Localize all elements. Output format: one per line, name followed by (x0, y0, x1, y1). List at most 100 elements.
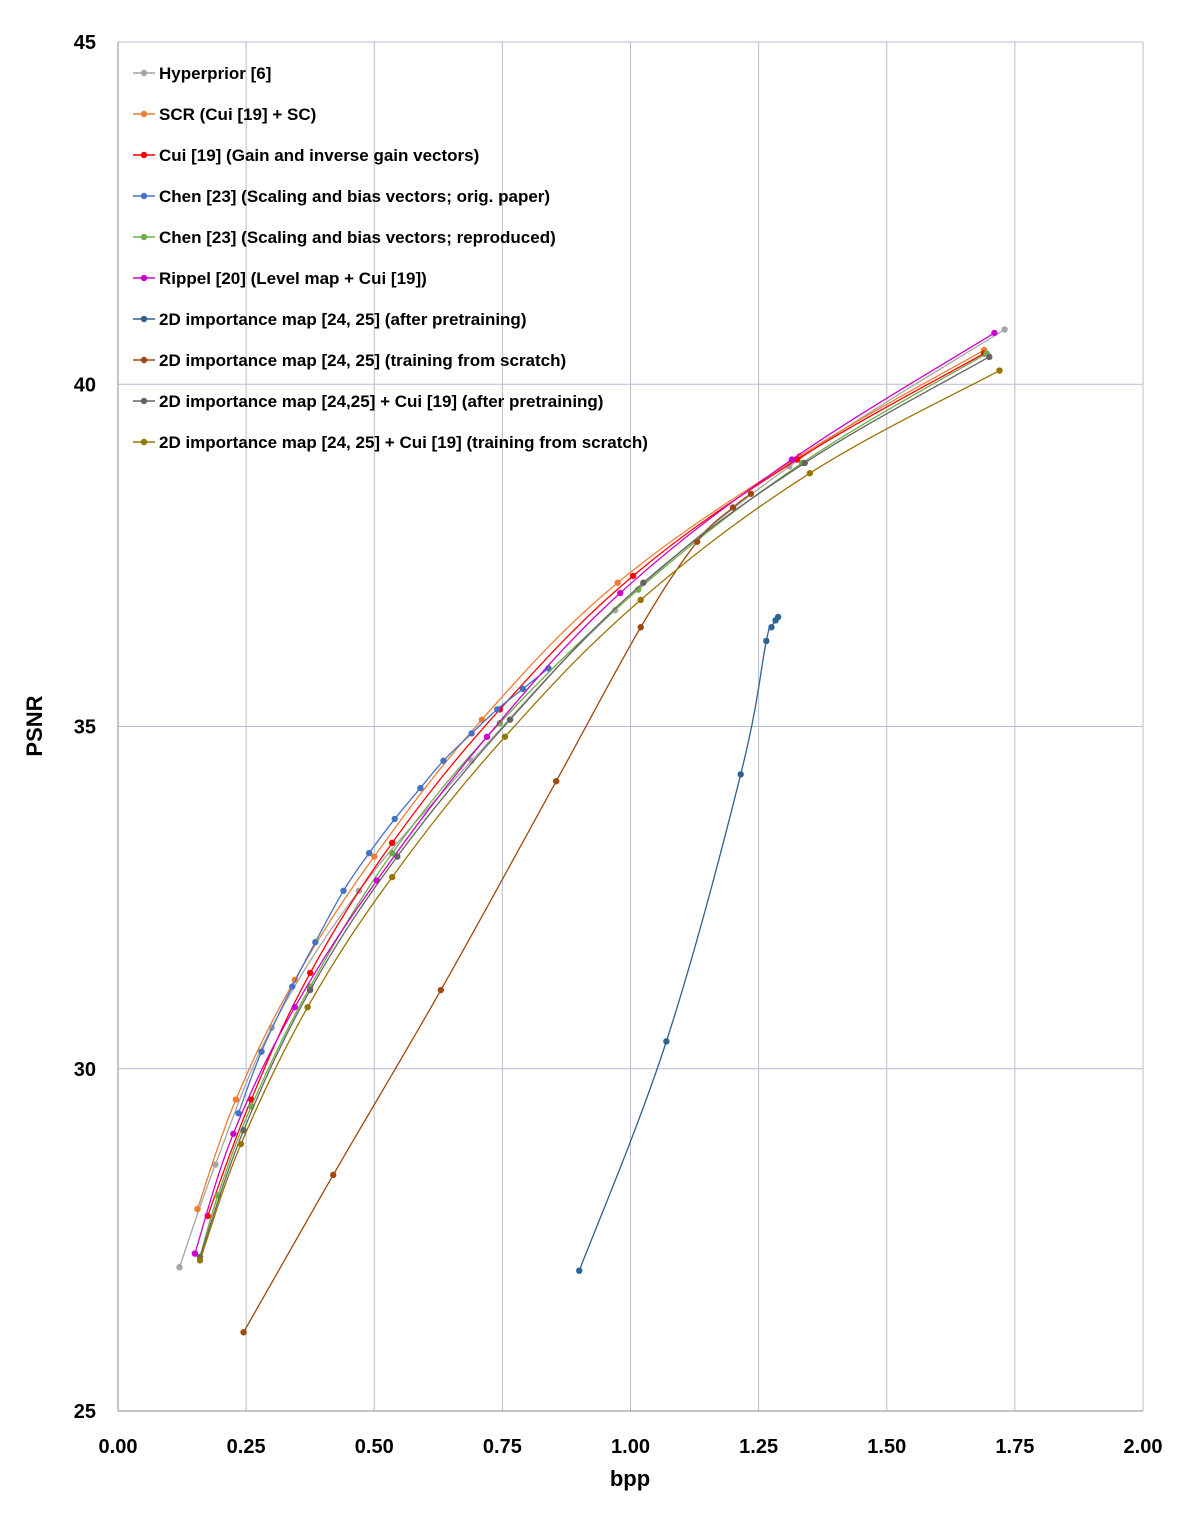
data-point (483, 733, 491, 740)
data-point (617, 589, 624, 597)
data-point (996, 367, 1003, 374)
x-tick-label: 1.00 (611, 1436, 650, 1458)
data-point (774, 613, 782, 621)
data-point (304, 1003, 311, 1011)
data-point (240, 1127, 247, 1134)
legend-marker (140, 110, 148, 118)
data-point (506, 716, 514, 723)
data-point (230, 1130, 237, 1137)
x-tick-label: 1.50 (867, 1436, 906, 1458)
legend-marker (140, 315, 148, 323)
data-point (793, 456, 801, 463)
legend-label: 2D importance map [24, 25] + Cui [19] (t… (159, 433, 648, 452)
y-tick-label: 30 (74, 1059, 96, 1081)
data-point (440, 757, 447, 764)
x-tick-label: 0.50 (355, 1436, 394, 1458)
y-tick-label: 25 (74, 1401, 96, 1423)
x-tick-label: 1.25 (739, 1436, 778, 1458)
legend-marker (140, 274, 148, 282)
data-point (388, 873, 396, 881)
data-point (801, 459, 808, 467)
data-point (768, 624, 775, 631)
legend-marker (140, 356, 148, 364)
legend-label: 2D importance map [24, 25] (training fro… (159, 351, 566, 370)
data-point (986, 353, 993, 361)
x-tick-label: 0.00 (99, 1436, 138, 1458)
data-point (235, 1110, 242, 1117)
legend-entry: Hyperprior [6] (133, 64, 271, 83)
y-axis-title: PSNR (22, 695, 47, 756)
legend-label: Chen [23] (Scaling and bias vectors; ori… (159, 187, 550, 206)
data-point (806, 470, 814, 477)
legend-entry: Rippel [20] (Level map + Cui [19]) (133, 269, 427, 288)
legend-entry: SCR (Cui [19] + SC) (133, 105, 316, 124)
data-point (640, 579, 647, 586)
x-tick-label: 1.75 (995, 1436, 1034, 1458)
data-point (388, 849, 396, 857)
x-tick-label: 0.25 (227, 1436, 266, 1458)
data-point (991, 329, 998, 337)
series-10 (196, 367, 1003, 1264)
series-4 (235, 665, 552, 1117)
data-point (663, 1038, 670, 1045)
data-point (191, 1250, 199, 1257)
legend-entry: 2D importance map [24, 25] + Cui [19] (t… (133, 433, 648, 452)
data-point (291, 1003, 299, 1011)
series-6 (191, 329, 998, 1257)
legend-entry: Chen [23] (Scaling and bias vectors; ori… (133, 187, 550, 206)
data-point (371, 853, 378, 860)
data-point (468, 730, 475, 737)
data-point (437, 986, 445, 994)
data-point (237, 1140, 245, 1148)
legend-marker (140, 397, 148, 405)
data-point (212, 1161, 219, 1168)
series-2 (194, 346, 988, 1213)
data-point (519, 685, 527, 693)
legend-marker (140, 438, 148, 446)
data-point (729, 504, 737, 511)
legend-marker (140, 233, 148, 241)
data-point (194, 1205, 201, 1213)
x-tick-label: 0.75 (483, 1436, 522, 1458)
data-point (240, 1329, 247, 1336)
legend-entry: 2D importance map [24, 25] (training fro… (133, 351, 566, 370)
legend-entry: 2D importance map [24, 25] (after pretra… (133, 310, 526, 329)
data-point (494, 706, 501, 713)
data-point (417, 784, 424, 792)
legend-entry: Cui [19] (Gain and inverse gain vectors) (133, 146, 479, 165)
legend-marker (140, 151, 148, 159)
data-point (330, 1171, 337, 1179)
data-point (747, 490, 755, 497)
data-point (306, 986, 314, 994)
legend-label: Rippel [20] (Level map + Cui [19]) (159, 269, 427, 288)
axes: 0.00 0.25 0.50 0.75 1.00 1.25 1.50 1.75 2.00 25 30… (74, 32, 1163, 1458)
data-point (552, 778, 560, 785)
data-point (248, 1096, 255, 1103)
data-point (391, 815, 398, 823)
legend-label: Hyperprior [6] (159, 64, 271, 83)
data-point (340, 887, 347, 894)
y-tick-label: 40 (74, 374, 96, 396)
legend-label: Chen [23] (Scaling and bias vectors; rep… (159, 228, 556, 247)
series-7 (576, 613, 782, 1274)
x-axis-title: bpp (610, 1466, 650, 1491)
legend-label: 2D importance map [24, 25] (after pretra… (159, 310, 526, 329)
data-point (629, 572, 637, 580)
series-line (199, 356, 990, 1258)
data-point (763, 637, 770, 645)
data-point (196, 1257, 204, 1264)
legend-label: SCR (Cui [19] + SC) (159, 105, 316, 124)
data-point (614, 579, 621, 586)
series-9 (196, 353, 993, 1261)
data-point (258, 1048, 265, 1055)
data-point (289, 983, 296, 990)
plot-series (176, 326, 1008, 1336)
legend-marker (140, 69, 148, 77)
legend-entry: 2D importance map [24,25] + Cui [19] (af… (133, 392, 603, 411)
data-point (232, 1096, 240, 1103)
x-tick-label: 2.00 (1124, 1436, 1163, 1458)
data-point (312, 938, 319, 946)
